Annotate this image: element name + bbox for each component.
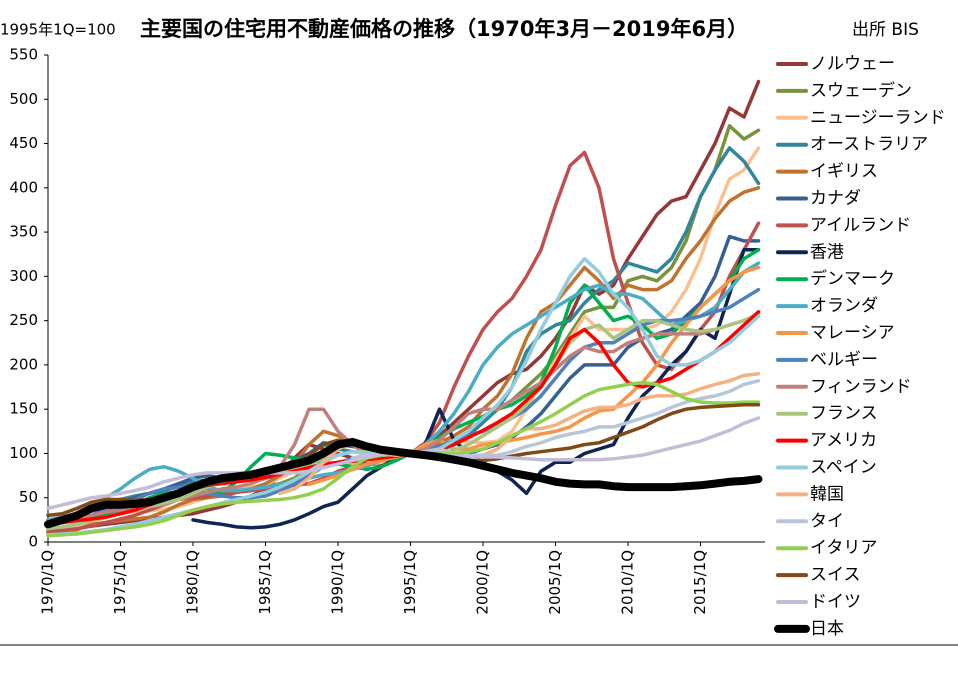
x-tick-label: 2005/1Q: [546, 550, 564, 615]
x-tick-label: 1995/1Q: [401, 550, 419, 615]
y-tick-label: 100: [9, 444, 38, 462]
y-tick-label: 250: [9, 311, 38, 329]
legend-label: オランダ: [810, 296, 878, 316]
x-tick-label: 2000/1Q: [474, 550, 492, 615]
legend-label: ベルギー: [810, 350, 878, 370]
legend-label: アイルランド: [810, 215, 911, 235]
y-tick-label: 50: [19, 488, 38, 506]
source-note: 出所 BIS: [852, 20, 919, 40]
chart-subtitle: 1995年1Q=100: [0, 21, 116, 39]
legend-label: アメリカ: [810, 431, 877, 451]
y-tick-label: 300: [9, 267, 38, 285]
series-line: [46, 380, 761, 538]
series-line: [44, 437, 763, 529]
x-tick-label: 2010/1Q: [619, 550, 637, 615]
legend-label: フィンランド: [810, 377, 912, 397]
legend-label: デンマーク: [810, 268, 895, 289]
y-tick-label: 500: [9, 90, 38, 108]
legend-label: スウェーデン: [810, 80, 912, 101]
series-line: [46, 186, 761, 535]
legend-label: ノルウェー: [810, 54, 895, 74]
legend-label: オーストラリア: [810, 135, 928, 155]
legend-label: タイ: [810, 511, 844, 531]
y-tick-label: 400: [9, 178, 38, 196]
x-tick-label: 1975/1Q: [111, 550, 129, 615]
legend-label: イタリア: [810, 538, 877, 558]
legend-label: 日本: [810, 619, 844, 639]
y-tick-label: 550: [9, 46, 38, 64]
legend-label: ニュージーランド: [810, 108, 946, 128]
legend-label: マレーシア: [810, 323, 895, 343]
series-line: [46, 261, 761, 522]
series-line: [46, 146, 761, 531]
legend-label: カナダ: [810, 189, 861, 209]
series-line: [46, 150, 761, 534]
y-tick-label: 150: [9, 400, 38, 418]
series-line: [350, 379, 761, 460]
x-tick-label: 1990/1Q: [329, 550, 347, 615]
legend-label: 香港: [810, 242, 844, 262]
y-tick-label: 200: [9, 355, 38, 373]
legend-label: イギリス: [810, 162, 878, 182]
legend-label: スペイン: [810, 458, 877, 478]
x-tick-label: 1980/1Q: [184, 550, 202, 615]
x-tick-label: 1985/1Q: [256, 550, 274, 615]
y-tick-label: 450: [9, 134, 38, 152]
legend-label: 韓国: [810, 484, 844, 504]
y-tick-label: 350: [9, 223, 38, 241]
chart-title: 主要国の住宅用不動産価格の推移（1970年3月－2019年6月）: [140, 17, 748, 41]
x-tick-label: 1970/1Q: [39, 550, 57, 615]
legend-label: フランス: [810, 404, 878, 424]
legend-label: スイス: [810, 565, 861, 585]
y-tick-label: 0: [28, 533, 38, 551]
x-tick-label: 2015/1Q: [691, 550, 709, 615]
legend-label: ドイツ: [810, 592, 861, 612]
